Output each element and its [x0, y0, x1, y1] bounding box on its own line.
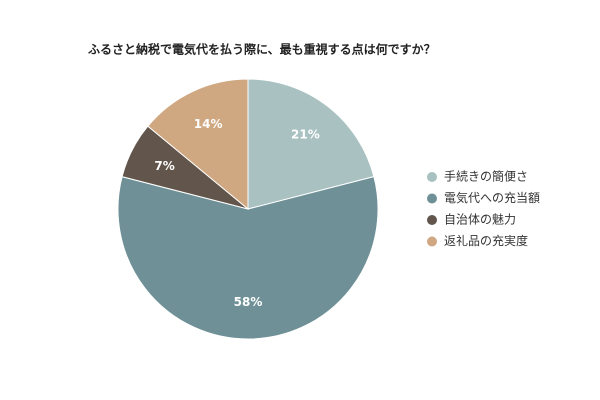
value-label: 7% [154, 159, 174, 173]
value-label: 14% [194, 117, 223, 131]
legend-swatch [427, 172, 437, 182]
chart-title: ふるさと納税で電気代を払う際に、最も重視する点は何ですか？ [88, 42, 436, 57]
pie-slice [117, 176, 379, 340]
legend-label: 電気代への充当額 [444, 190, 540, 205]
value-label: 21% [291, 128, 320, 142]
legend-swatch [427, 236, 437, 247]
pie-slice [247, 78, 375, 210]
legend-label: 自治体の魅力 [444, 212, 516, 227]
pie-slice [147, 78, 249, 211]
legend-label: 返礼品の充実度 [444, 233, 528, 248]
value-label: 58% [234, 295, 263, 309]
legend-swatch [427, 193, 437, 204]
legend-swatch [427, 215, 437, 225]
legend-label: 手続きの簡便さ [444, 169, 528, 184]
